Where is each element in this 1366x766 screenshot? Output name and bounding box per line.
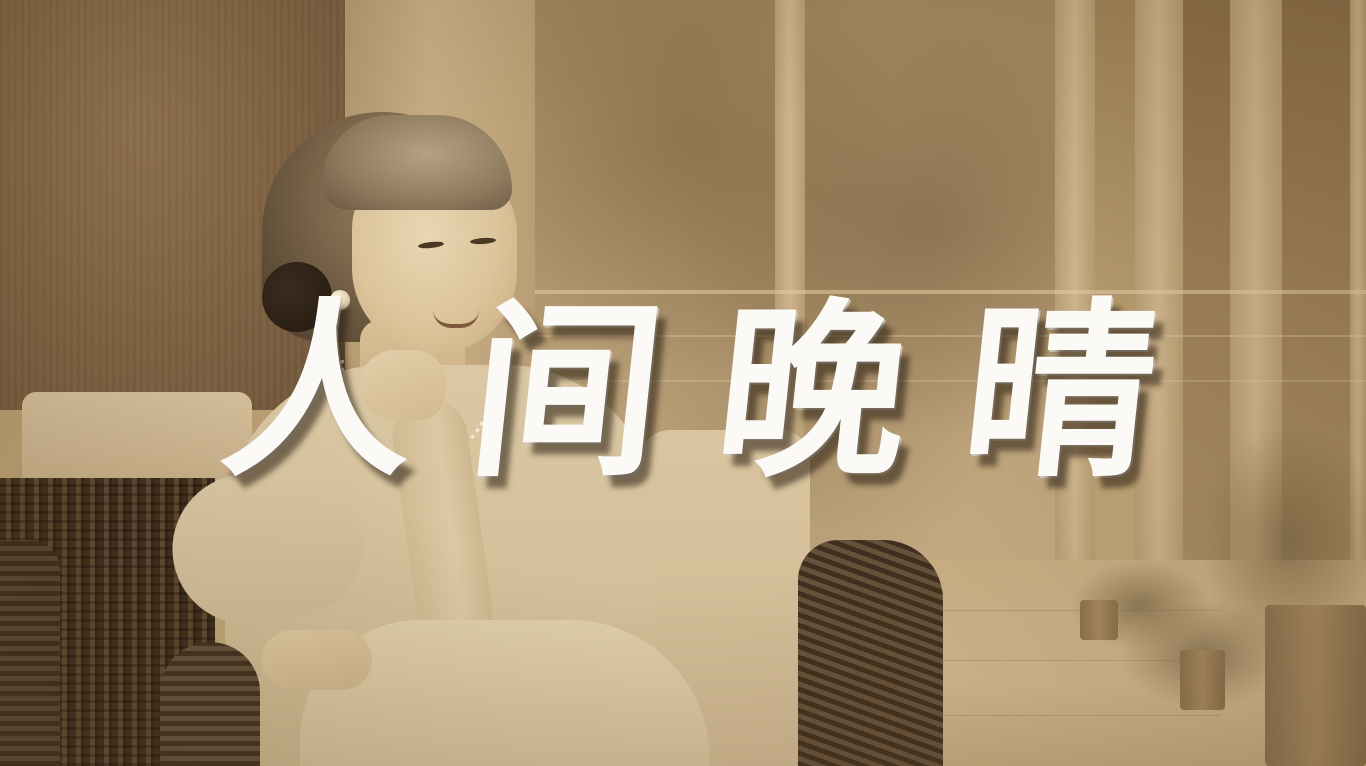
background-railing [535, 290, 1366, 294]
pearl-earring [330, 290, 350, 310]
wicker-armchair-arm [798, 540, 943, 766]
calligraphy-title: 人 间 晚 晴 [210, 272, 1170, 512]
floor-plank-line [820, 660, 1220, 661]
background-pillar [1135, 0, 1183, 560]
floor-plank-line [800, 610, 1220, 611]
floor-plank-line [840, 715, 1220, 716]
woman-hand [262, 630, 372, 690]
woman-hand [360, 350, 445, 420]
wicker-chair-arm [0, 540, 60, 766]
background-railing [535, 335, 1366, 337]
background-pillar [1055, 0, 1095, 560]
woman-lap [300, 620, 710, 766]
woman-smile [433, 310, 479, 328]
background-pillar [1350, 0, 1366, 560]
title-char-3: 晚 [706, 280, 921, 503]
sofa-cushion [22, 392, 252, 487]
plant-pot [1080, 600, 1118, 640]
woman-hair-front [322, 115, 512, 210]
woman-hair-bun [262, 262, 332, 332]
plant-pot [1180, 650, 1225, 710]
title-char-1: 人 [213, 280, 427, 503]
background-railing [535, 380, 1366, 382]
plant-pot [1265, 605, 1366, 766]
title-char-2: 间 [459, 280, 674, 503]
wicker-armchair-arm [160, 642, 260, 766]
title-char-4: 晴 [953, 280, 1167, 503]
